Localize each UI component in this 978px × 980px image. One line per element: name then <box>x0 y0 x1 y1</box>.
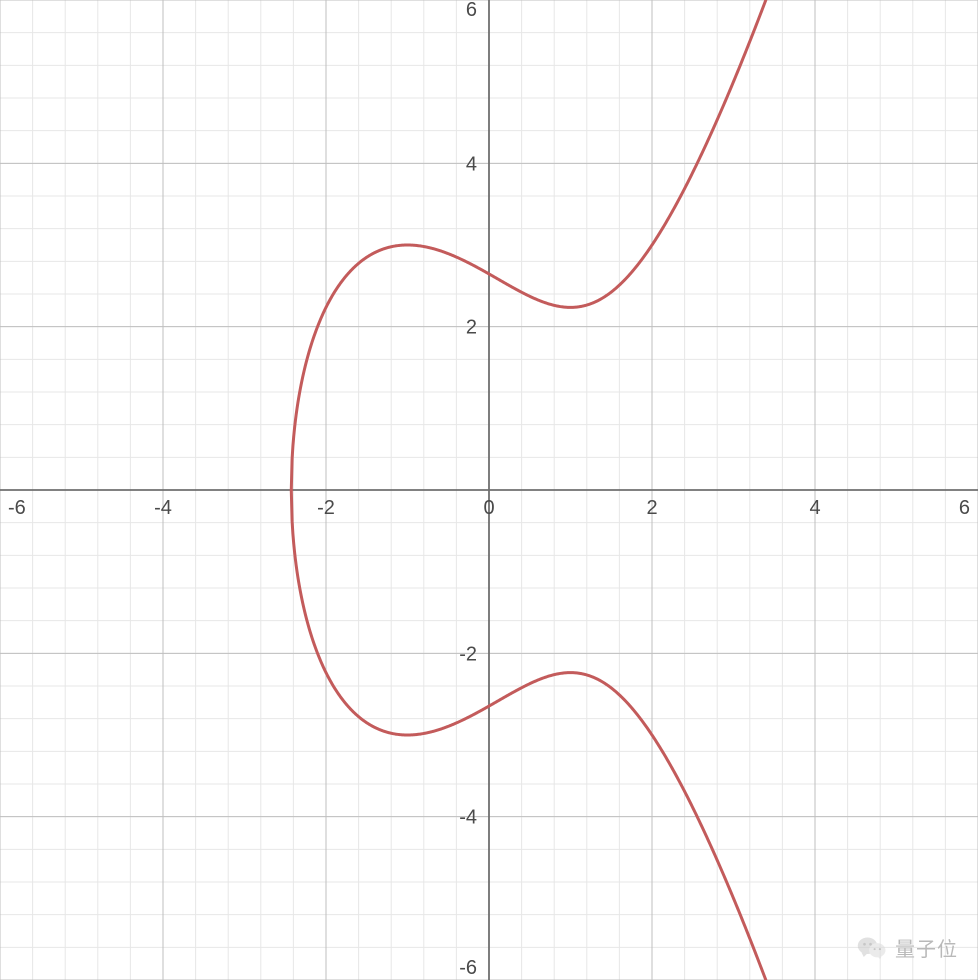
svg-text:-4: -4 <box>459 807 477 829</box>
svg-text:2: 2 <box>466 317 477 339</box>
svg-text:0: 0 <box>483 497 494 519</box>
svg-text:-6: -6 <box>8 497 26 519</box>
chart-container: -6-4-20246246-2-4-6 量子位 <box>0 0 978 980</box>
svg-text:4: 4 <box>809 497 820 519</box>
svg-text:4: 4 <box>466 153 477 175</box>
svg-text:6: 6 <box>466 0 477 21</box>
svg-text:-2: -2 <box>317 497 335 519</box>
svg-text:-2: -2 <box>459 643 477 665</box>
elliptic-curve-plot[interactable]: -6 -4 -2 0 2 4 6 2 4 6 -2 -4 -6 <box>0 0 978 980</box>
svg-text:2: 2 <box>646 497 657 519</box>
svg-text:6: 6 <box>959 497 970 519</box>
svg-text:-6: -6 <box>459 957 477 979</box>
svg-text:-4: -4 <box>154 497 172 519</box>
